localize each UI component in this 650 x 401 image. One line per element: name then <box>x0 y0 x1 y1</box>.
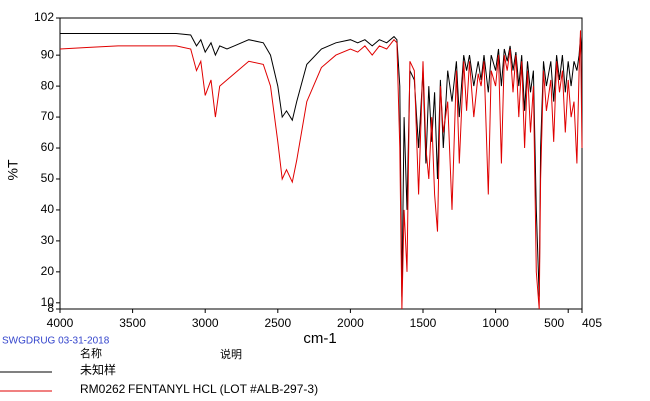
y-tick-label: 8 <box>47 301 54 315</box>
source-note: SWGDRUG 03-31-2018 <box>2 336 110 347</box>
y-tick-label: 60 <box>41 140 55 154</box>
y-tick-label: 30 <box>41 233 55 247</box>
x-tick-label: 1500 <box>410 316 437 330</box>
x-tick-label: 405 <box>582 316 602 330</box>
legend-header: 名称 <box>80 346 102 360</box>
y-tick-label: 70 <box>41 109 55 123</box>
legend-description: FENTANYL HCL (LOT #ALB-297-3) <box>128 382 318 396</box>
y-axis-label: %T <box>5 159 21 180</box>
x-tick-label: 500 <box>544 316 564 330</box>
y-tick-label: 20 <box>41 264 55 278</box>
y-tick-label: 40 <box>41 202 55 216</box>
plot-frame <box>59 17 583 310</box>
y-tick-label: 10 <box>41 295 55 309</box>
legend-label: RM0262 <box>80 382 126 396</box>
x-tick-label: 1000 <box>482 316 509 330</box>
y-tick-label: 80 <box>41 78 55 92</box>
legend-header: 说明 <box>220 347 242 361</box>
x-tick-label: 3500 <box>119 316 146 330</box>
x-axis-label: cm-1 <box>303 330 336 347</box>
x-tick-label: 2500 <box>264 316 291 330</box>
legend-label: 未知样 <box>80 362 116 377</box>
spectrum-line <box>59 30 583 310</box>
x-tick-label: 3000 <box>192 316 219 330</box>
x-tick-label: 4000 <box>47 316 74 330</box>
y-tick-label: 102 <box>34 10 54 24</box>
x-tick-label: 2000 <box>337 316 364 330</box>
y-tick-label: 50 <box>41 171 55 185</box>
y-tick-label: 90 <box>41 47 55 61</box>
